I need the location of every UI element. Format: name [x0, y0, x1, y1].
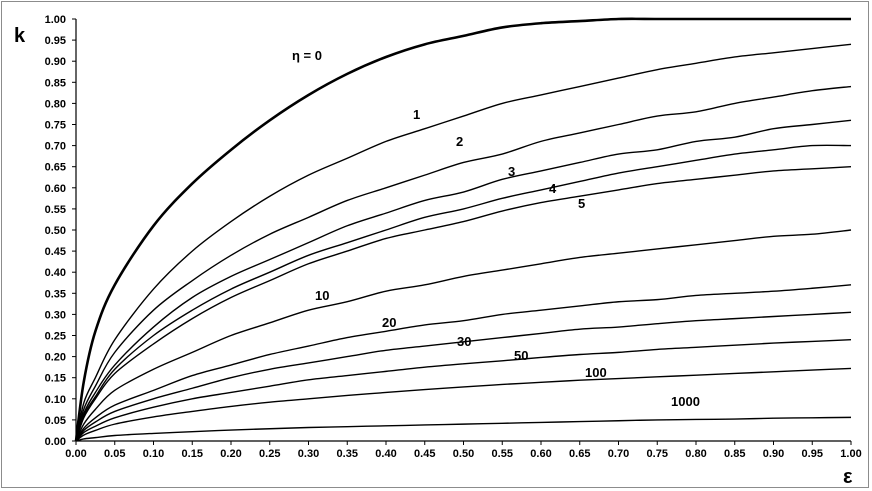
y-tick-label: 0.65 [45, 162, 66, 174]
x-tick-label: 0.90 [763, 448, 784, 460]
x-axis-ticks: 0.00 0.05 0.10 0.15 0.20 0.25 0.30 0.35 0.40 0.45… [65, 441, 862, 460]
x-tick-label: 0.60 [530, 448, 551, 460]
curve-50 [75, 339, 852, 442]
y-tick-label: 1.00 [45, 14, 66, 26]
x-tick-label: 0.25 [259, 448, 280, 460]
curve-5 [75, 166, 852, 442]
x-tick-label: 0.35 [337, 448, 358, 460]
curve-label: 10 [315, 288, 329, 303]
curve-3 [75, 119, 852, 442]
y-tick-label: 0.45 [45, 246, 66, 258]
x-axis-title: ε [843, 466, 853, 488]
curve-1 [75, 43, 852, 442]
curves [74, 17, 852, 442]
y-axis-title: k [14, 25, 26, 47]
curve-2 [75, 85, 852, 442]
curve-label: 3 [508, 164, 515, 179]
x-tick-label: 0.15 [182, 448, 203, 460]
x-tick-label: 1.00 [840, 448, 861, 460]
curve-label: 1000 [671, 394, 700, 409]
curve-label: 2 [456, 134, 463, 149]
curve-100 [75, 367, 852, 442]
y-tick-label: 0.30 [45, 309, 66, 321]
curve-label: 5 [578, 196, 585, 211]
y-tick-label: 0.50 [45, 225, 66, 237]
y-tick-label: 0.10 [45, 394, 66, 406]
x-tick-label: 0.85 [724, 448, 745, 460]
y-tick-label: 0.90 [45, 56, 66, 68]
curve-20 [75, 284, 852, 442]
y-axis-ticks: 0.00 0.05 0.10 0.15 0.20 0.25 0.30 0.35 0.40 0.45… [45, 14, 76, 448]
y-tick-label: 0.60 [45, 183, 66, 195]
y-tick-label: 0.80 [45, 98, 66, 110]
x-tick-label: 0.65 [569, 448, 590, 460]
curve-label: 4 [549, 181, 557, 196]
x-tick-label: 0.75 [647, 448, 668, 460]
curve-1000 [75, 416, 852, 442]
curve-label: 30 [457, 334, 471, 349]
curve-label: 50 [514, 348, 528, 363]
x-tick-label: 0.40 [375, 448, 396, 460]
y-tick-label: 0.55 [45, 204, 66, 216]
curve-30 [75, 311, 852, 442]
curve-label: 1 [413, 107, 420, 122]
y-tick-label: 0.75 [45, 120, 66, 132]
x-tick-label: 0.00 [65, 448, 86, 460]
curve-label: 20 [382, 315, 396, 330]
curve-10 [75, 229, 852, 442]
y-tick-label: 0.35 [45, 288, 66, 300]
x-tick-label: 0.45 [414, 448, 435, 460]
y-tick-label: 0.85 [45, 77, 66, 89]
x-tick-label: 0.30 [298, 448, 319, 460]
y-tick-label: 0.05 [45, 415, 66, 427]
y-tick-label: 0.20 [45, 352, 66, 364]
curve-eta-0 [74, 17, 851, 442]
x-tick-label: 0.80 [685, 448, 706, 460]
curve-label: 100 [585, 365, 607, 380]
curve-4 [75, 144, 852, 442]
x-tick-label: 0.55 [492, 448, 513, 460]
x-tick-label: 0.70 [608, 448, 629, 460]
y-tick-label: 0.15 [45, 373, 66, 385]
curve-labels: η = 0 1 2 3 4 5 10 20 30 50 100 1000 [292, 48, 700, 409]
x-tick-label: 0.95 [802, 448, 823, 460]
y-tick-label: 0.00 [45, 436, 66, 448]
x-tick-label: 0.10 [143, 448, 164, 460]
curve-label: η = 0 [292, 48, 322, 63]
y-tick-label: 0.40 [45, 267, 66, 279]
y-tick-label: 0.70 [45, 141, 66, 153]
y-tick-label: 0.95 [45, 35, 66, 47]
x-tick-label: 0.20 [220, 448, 241, 460]
axes [75, 19, 851, 442]
y-tick-label: 0.25 [45, 331, 66, 343]
x-tick-label: 0.50 [453, 448, 474, 460]
x-tick-label: 0.05 [104, 448, 125, 460]
